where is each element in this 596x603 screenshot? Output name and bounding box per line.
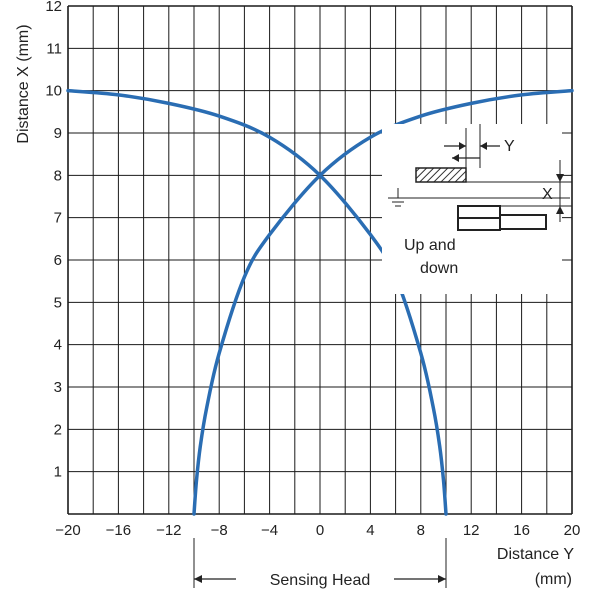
x-tick-label: −20	[55, 522, 80, 539]
y-axis-title: Distance X (mm)	[15, 24, 32, 143]
x-tick-label: 20	[564, 522, 581, 539]
inset-motion-label-1: Up and	[404, 237, 456, 254]
inset-y-arrowhead-lower	[452, 154, 459, 162]
y-tick-label: 5	[54, 294, 62, 311]
series-line-2	[192, 88, 574, 516]
sensing-head-right-arrowhead	[438, 575, 446, 583]
x-tick-label: 0	[316, 522, 324, 539]
inset-x-arrowhead-top	[556, 174, 564, 182]
y-tick-label: 1	[54, 464, 62, 481]
y-tick-label: 7	[54, 210, 62, 227]
inset-y-label: Y	[504, 138, 515, 155]
y-tick-label: 3	[54, 379, 62, 396]
y-tick-label: 2	[54, 421, 62, 438]
sensing-head-left-arrowhead	[194, 575, 202, 583]
x-tick-label: −16	[106, 522, 131, 539]
x-axis-unit: (mm)	[535, 571, 572, 588]
inset-x-label: X	[542, 186, 553, 203]
inset-motion-label-2: down	[420, 260, 458, 277]
inset-head-block-extension	[499, 214, 547, 230]
x-axis-title: Distance Y	[497, 546, 574, 563]
x-tick-labels: −20 −16 −12 −8 −4 0 4 8 12 16 20	[55, 522, 580, 539]
sensing-head-annotation: Sensing Head	[193, 538, 447, 589]
y-tick-label: 4	[54, 337, 62, 354]
x-tick-label: −12	[156, 522, 181, 539]
x-tick-label: 12	[463, 522, 480, 539]
y-tick-label: 6	[54, 252, 62, 269]
series-line-1	[66, 88, 448, 516]
inset-diagram: Y X Up and down	[382, 124, 572, 294]
y-tick-label: 12	[45, 0, 62, 15]
series-group	[66, 88, 574, 516]
inset-target-block	[415, 167, 467, 183]
y-tick-label: 11	[46, 40, 62, 57]
x-tick-label: 16	[513, 522, 530, 539]
y-tick-label: 8	[54, 167, 62, 184]
inset-y-arrowhead-right	[480, 142, 487, 150]
x-tick-label: −8	[211, 522, 228, 539]
x-tick-label: 4	[366, 522, 374, 539]
y-tick-label: 9	[54, 125, 62, 142]
y-tick-label: 10	[45, 83, 62, 100]
sensing-head-label: Sensing Head	[270, 572, 371, 589]
inset-x-arrowhead-bottom	[556, 206, 564, 214]
x-tick-label: −4	[261, 522, 278, 539]
inset-y-arrowhead-left	[459, 142, 466, 150]
x-tick-label: 8	[417, 522, 425, 539]
